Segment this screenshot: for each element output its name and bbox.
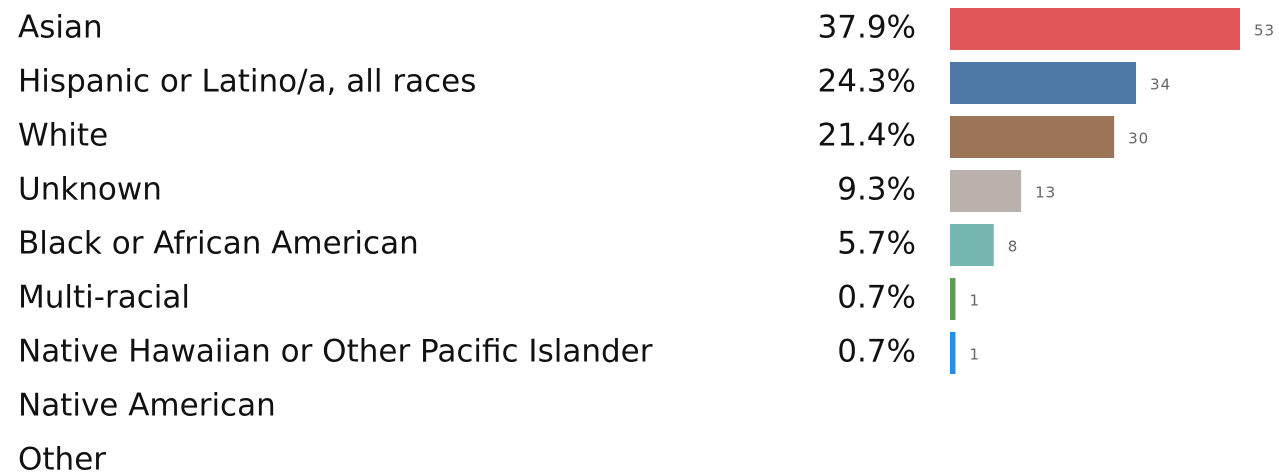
share-label: 5.7% [837, 226, 916, 262]
share-label: 24.3% [818, 64, 916, 100]
bar [950, 62, 1137, 104]
bar [950, 170, 1022, 212]
bar [950, 332, 956, 374]
category-label: Unknown [18, 172, 162, 208]
category-label: Asian [18, 10, 103, 46]
share-label: 0.7% [837, 280, 916, 316]
count-label: 1 [969, 346, 980, 364]
bar [950, 116, 1115, 158]
share-label: 37.9% [818, 10, 916, 46]
share-label: 21.4% [818, 118, 916, 154]
category-label: Native Hawaiian or Other Pacific Islande… [18, 334, 653, 370]
count-label: 13 [1035, 184, 1056, 202]
bar [950, 278, 956, 320]
count-label: 1 [969, 292, 980, 310]
category-label: Native American [18, 388, 276, 424]
category-label: Other [18, 442, 106, 474]
bar [950, 224, 994, 266]
count-label: 34 [1150, 76, 1171, 94]
count-label: 53 [1254, 22, 1275, 40]
category-label: Black or African American [18, 226, 419, 262]
category-label: Multi-racial [18, 280, 190, 316]
share-label: 0.7% [837, 334, 916, 370]
category-label: Hispanic or Latino/a, all races [18, 64, 476, 100]
share-label: 9.3% [837, 172, 916, 208]
category-label: White [18, 118, 108, 154]
bar [950, 8, 1240, 50]
count-label: 30 [1128, 130, 1149, 148]
count-label: 8 [1008, 238, 1019, 256]
